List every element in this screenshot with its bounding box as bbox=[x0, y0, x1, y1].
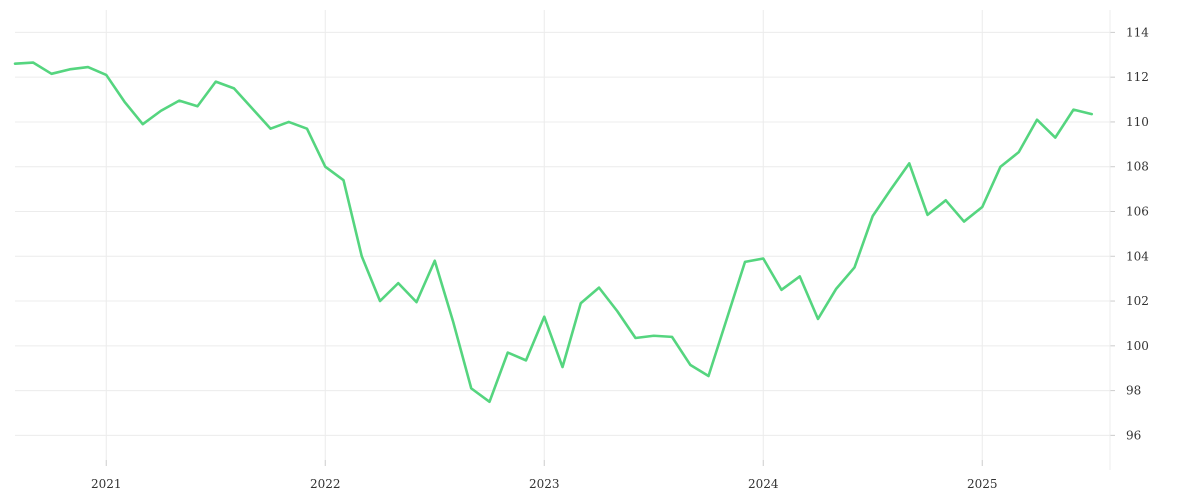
y-tick-label: 104 bbox=[1126, 249, 1149, 263]
x-tick-label: 2025 bbox=[967, 477, 998, 491]
y-tick-label: 100 bbox=[1126, 339, 1149, 353]
y-tick-label: 114 bbox=[1126, 25, 1149, 39]
grid bbox=[15, 10, 1110, 460]
x-tick-label: 2024 bbox=[748, 477, 779, 491]
x-axis: 2021 2022 2023 2024 2025 bbox=[91, 477, 998, 491]
x-tick-label: 2022 bbox=[310, 477, 341, 491]
y-tick-label: 98 bbox=[1126, 384, 1141, 398]
series-line bbox=[13, 61, 1094, 404]
x-tick-label: 2023 bbox=[529, 477, 560, 491]
y-tick-label: 96 bbox=[1126, 428, 1141, 442]
y-axis bbox=[105, 10, 1115, 470]
y-axis-labels: 96 98 100 102 104 106 108 110 112 114 bbox=[1126, 25, 1149, 442]
y-tick-label: 108 bbox=[1126, 160, 1149, 174]
x-tick-label: 2021 bbox=[91, 477, 122, 491]
y-tick-label: 110 bbox=[1126, 115, 1149, 129]
series-area bbox=[13, 61, 1094, 404]
y-tick-label: 106 bbox=[1126, 204, 1149, 218]
y-tick-label: 102 bbox=[1126, 294, 1149, 308]
y-tick-label: 112 bbox=[1126, 70, 1149, 84]
